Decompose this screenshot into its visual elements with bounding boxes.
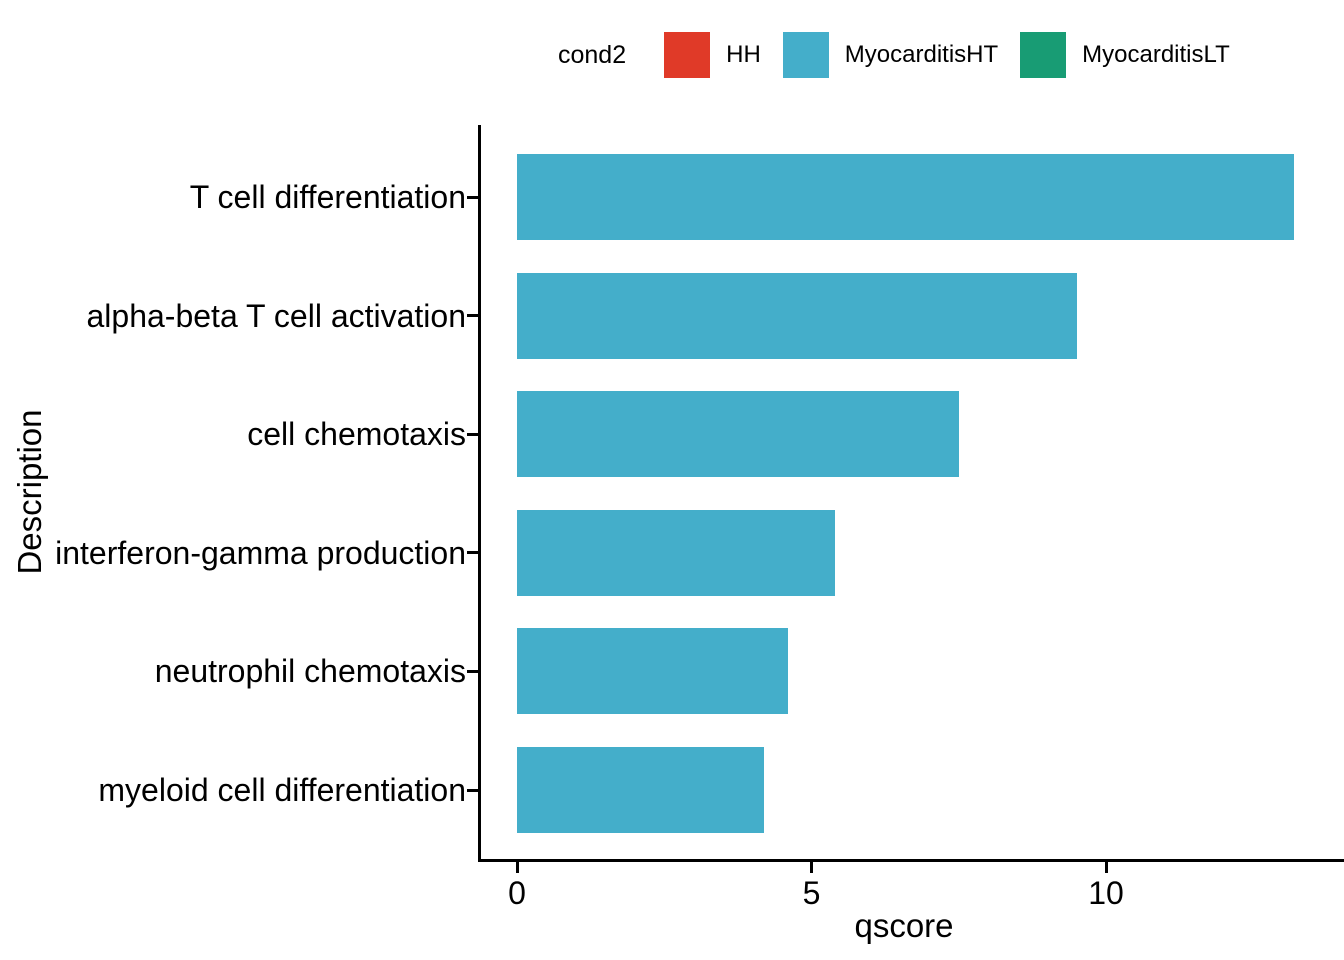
- legend-item-myocarditis-ht: MyocarditisHT: [782, 32, 999, 78]
- bar: [517, 391, 959, 478]
- y-axis-tick: [467, 314, 478, 318]
- y-axis-title: Description: [11, 409, 48, 575]
- bar: [517, 154, 1294, 240]
- bar: [517, 747, 764, 833]
- x-axis-tick: [1104, 862, 1108, 873]
- legend-label-myocarditis-ht: MyocarditisHT: [844, 41, 999, 68]
- y-axis-label: interferon-gamma production: [55, 534, 466, 571]
- legend-swatch-myocarditis-ht: [782, 32, 829, 78]
- y-axis-line: [478, 125, 481, 862]
- y-axis-tick: [467, 788, 478, 792]
- legend-title: cond2: [558, 40, 627, 69]
- x-axis-tick-label: 5: [802, 875, 821, 911]
- y-axis-tick: [467, 195, 478, 199]
- x-axis-line: [478, 859, 1344, 862]
- y-axis-label: myeloid cell differentiation: [98, 772, 466, 808]
- x-axis-tick-label: 0: [508, 875, 526, 911]
- legend-label-myocarditis-lt: MyocarditisLT: [1082, 41, 1230, 68]
- legend-label-hh: HH: [726, 41, 761, 68]
- y-axis-label: T cell differentiation: [189, 179, 466, 215]
- legend-item-myocarditis-lt: MyocarditisLT: [1020, 32, 1230, 78]
- x-axis-tick: [515, 862, 519, 873]
- y-axis-label: neutrophil chemotaxis: [154, 653, 466, 690]
- legend-swatch-hh: [664, 32, 711, 78]
- y-axis-tick: [467, 669, 478, 673]
- legend: cond2 HH MyocarditisHT MyocarditisLT: [558, 30, 1252, 80]
- x-axis-title: qscore: [854, 907, 954, 944]
- y-axis-tick: [467, 551, 478, 555]
- y-axis-label: cell chemotaxis: [247, 416, 466, 453]
- y-axis-tick: [467, 432, 478, 436]
- x-axis-tick: [810, 862, 813, 873]
- legend-swatch-myocarditis-lt: [1020, 32, 1067, 78]
- x-axis-tick-label: 10: [1088, 875, 1124, 911]
- bar: [517, 509, 835, 596]
- bar: [517, 272, 1077, 359]
- y-axis-label: alpha-beta T cell activation: [86, 297, 467, 334]
- bar: [517, 628, 788, 715]
- legend-item-hh: HH: [664, 32, 761, 78]
